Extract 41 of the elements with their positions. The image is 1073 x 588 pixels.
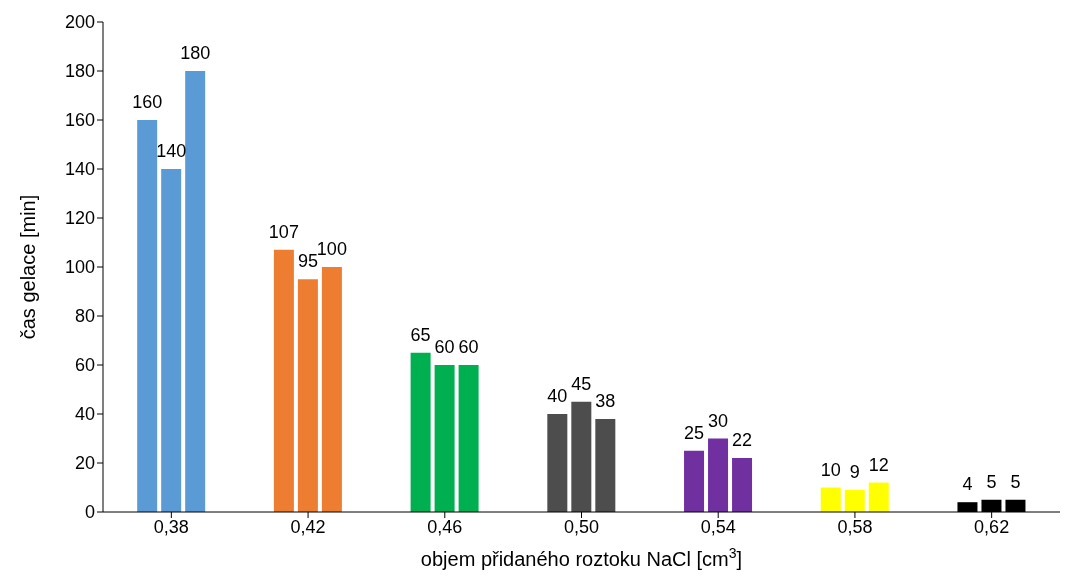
data-label: 4 — [962, 474, 973, 495]
data-label: 45 — [571, 373, 592, 394]
data-label: 160 — [132, 92, 163, 112]
data-label: 180 — [180, 43, 211, 63]
data-label: 40 — [547, 386, 568, 406]
data-label: 65 — [410, 324, 431, 345]
data-label: 9 — [849, 461, 860, 482]
data-label: 22 — [732, 430, 753, 451]
x-tick-label: 0,38 — [153, 516, 189, 537]
data-label: 95 — [297, 251, 318, 272]
data-label: 38 — [595, 390, 616, 411]
y-tick-label: 0 — [84, 502, 95, 523]
y-axis-title: čas gelace [min] — [17, 194, 39, 340]
y-tick-label: 40 — [74, 404, 95, 425]
y-tick-label: 80 — [74, 306, 95, 327]
x-tick-label: 0,50 — [563, 516, 600, 537]
data-label: 60 — [458, 337, 479, 357]
data-label: 107 — [268, 221, 299, 242]
y-tick-label: 120 — [64, 208, 95, 229]
y-tick-label: 60 — [74, 355, 95, 376]
y-tick-label: 100 — [64, 257, 95, 278]
data-label: 140 — [156, 141, 187, 161]
x-axis-title: objem přidaného roztoku NaCl [cm$^{3}$] — [420, 545, 743, 570]
x-tick-label: 0,58 — [837, 516, 873, 537]
x-tick-label: 0,42 — [290, 516, 326, 537]
x-tick-label: 0,62 — [974, 516, 1010, 537]
data-label: 10 — [820, 459, 841, 480]
y-tick-label: 20 — [74, 453, 95, 474]
x-tick-label: 0,46 — [427, 516, 463, 537]
y-tick-label: 200 — [64, 12, 95, 33]
data-label: 60 — [434, 337, 455, 357]
data-label: 5 — [986, 471, 997, 492]
y-tick-label: 160 — [64, 110, 95, 131]
data-label: 12 — [868, 454, 889, 475]
x-tick-label: 0,54 — [700, 516, 736, 537]
y-tick-label: 140 — [64, 159, 95, 180]
data-label: 100 — [316, 239, 347, 259]
y-tick-label: 180 — [64, 61, 95, 82]
data-label: 25 — [684, 422, 705, 443]
data-label: 30 — [708, 410, 729, 431]
data-label: 5 — [1010, 471, 1021, 492]
